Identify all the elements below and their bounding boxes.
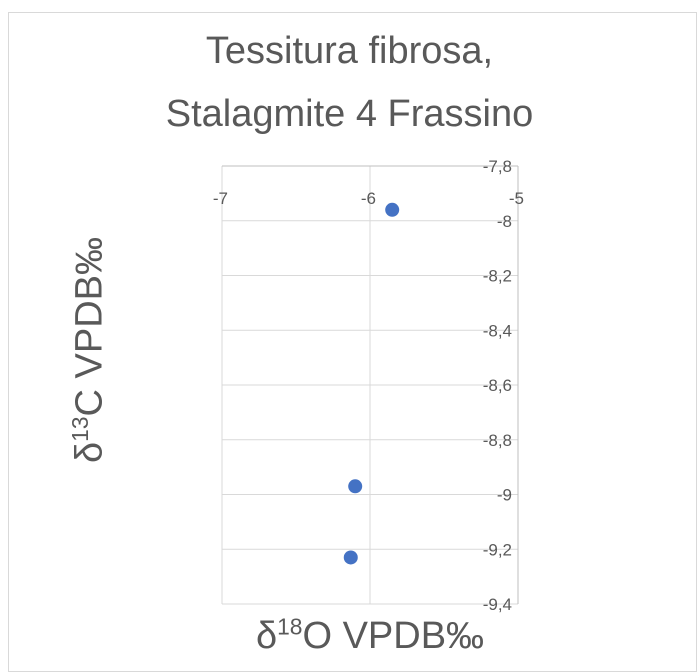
y-tick-label: -9,4 xyxy=(483,595,512,614)
x-tick-label: -7 xyxy=(213,189,228,208)
data-point xyxy=(385,202,400,217)
y-tick-label: -8 xyxy=(497,212,512,231)
x-axis-label-sup: 18 xyxy=(277,613,303,640)
x-axis-label-suffix: O VPDB‰ xyxy=(302,615,485,657)
y-tick-label: -8,4 xyxy=(483,321,512,340)
x-axis-label-prefix: δ xyxy=(255,615,278,657)
data-point xyxy=(348,479,363,494)
x-axis-label: δ18O VPDB‰ xyxy=(0,611,699,661)
y-tick-label: -8,6 xyxy=(483,376,512,395)
y-tick-label: -8,2 xyxy=(483,267,512,286)
data-point xyxy=(343,550,358,565)
chart-title-line2: Stalagmite 4 Frassino xyxy=(165,93,534,135)
x-tick-label: -6 xyxy=(361,189,376,208)
y-tick-label: -9 xyxy=(497,486,512,505)
chart-title-line1: Tessitura fibrosa, xyxy=(205,30,494,72)
y-tick-label: -9,2 xyxy=(483,540,512,559)
y-tick-label: -8,8 xyxy=(483,431,512,450)
y-tick-label: -7,8 xyxy=(483,157,512,176)
x-tick-label: -5 xyxy=(509,189,524,208)
